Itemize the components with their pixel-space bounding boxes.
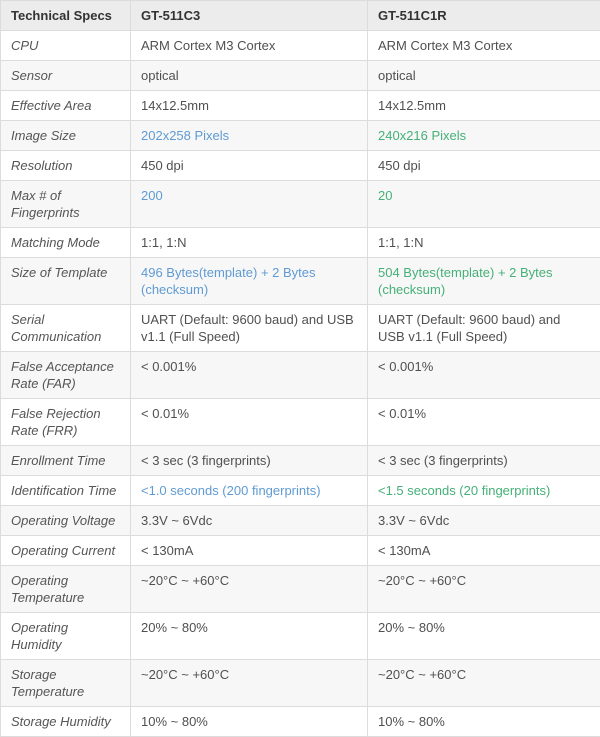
spec-value-gt511c1r: <1.5 seconds (20 fingerprints)	[368, 476, 600, 506]
table-row: Operating Current < 130mA < 130mA	[1, 536, 600, 566]
table-row: Max # of Fingerprints 200 20	[1, 181, 600, 228]
table-row: Operating Humidity 20% ~ 80% 20% ~ 80%	[1, 613, 600, 660]
table-row: Matching Mode 1:1, 1:N 1:1, 1:N	[1, 228, 600, 258]
table-row: Sensor optical optical	[1, 61, 600, 91]
spec-value-gt511c3: < 3 sec (3 fingerprints)	[131, 446, 368, 476]
spec-value-gt511c3: <1.0 seconds (200 fingerprints)	[131, 476, 368, 506]
spec-label: Sensor	[1, 61, 131, 91]
spec-value-gt511c3: optical	[131, 61, 368, 91]
spec-value-gt511c3: < 130mA	[131, 536, 368, 566]
table-row: False Rejection Rate (FRR) < 0.01% < 0.0…	[1, 399, 600, 446]
spec-value-gt511c1r: 20	[368, 181, 600, 228]
spec-label: Operating Humidity	[1, 613, 131, 660]
spec-value-gt511c3: 10% ~ 80%	[131, 707, 368, 737]
table-row: False Acceptance Rate (FAR) < 0.001% < 0…	[1, 352, 600, 399]
table-row: Size of Template 496 Bytes(template) + 2…	[1, 258, 600, 305]
spec-label: False Acceptance Rate (FAR)	[1, 352, 131, 399]
spec-value-gt511c3: ~20°C ~ +60°C	[131, 660, 368, 707]
table-row: Identification Time <1.0 seconds (200 fi…	[1, 476, 600, 506]
spec-value-gt511c3: 200	[131, 181, 368, 228]
spec-value-gt511c3: 20% ~ 80%	[131, 613, 368, 660]
spec-value-gt511c3: 3.3V ~ 6Vdc	[131, 506, 368, 536]
table-row: Serial Communication UART (Default: 9600…	[1, 305, 600, 352]
spec-label: Identification Time	[1, 476, 131, 506]
table-row: Storage Temperature ~20°C ~ +60°C ~20°C …	[1, 660, 600, 707]
spec-value-gt511c3: 450 dpi	[131, 151, 368, 181]
header-row: Technical Specs GT-511C3 GT-511C1R	[1, 1, 600, 31]
spec-value-gt511c3: 1:1, 1:N	[131, 228, 368, 258]
spec-label: Size of Template	[1, 258, 131, 305]
table-row: Operating Temperature ~20°C ~ +60°C ~20°…	[1, 566, 600, 613]
spec-label: Operating Voltage	[1, 506, 131, 536]
spec-label: False Rejection Rate (FRR)	[1, 399, 131, 446]
spec-label: Enrollment Time	[1, 446, 131, 476]
table-row: Operating Voltage 3.3V ~ 6Vdc 3.3V ~ 6Vd…	[1, 506, 600, 536]
spec-value-gt511c3: < 0.01%	[131, 399, 368, 446]
spec-value-gt511c1r: < 0.001%	[368, 352, 600, 399]
spec-value-gt511c3: 202x258 Pixels	[131, 121, 368, 151]
spec-value-gt511c1r: UART (Default: 9600 baud) and USB v1.1 (…	[368, 305, 600, 352]
table-row: Resolution 450 dpi 450 dpi	[1, 151, 600, 181]
table-row: Enrollment Time < 3 sec (3 fingerprints)…	[1, 446, 600, 476]
spec-value-gt511c1r: optical	[368, 61, 600, 91]
table-row: CPU ARM Cortex M3 Cortex ARM Cortex M3 C…	[1, 31, 600, 61]
spec-label: Resolution	[1, 151, 131, 181]
spec-value-gt511c1r: 240x216 Pixels	[368, 121, 600, 151]
spec-value-gt511c1r: < 3 sec (3 fingerprints)	[368, 446, 600, 476]
spec-value-gt511c3: ~20°C ~ +60°C	[131, 566, 368, 613]
spec-label: Operating Temperature	[1, 566, 131, 613]
spec-value-gt511c1r: 14x12.5mm	[368, 91, 600, 121]
spec-label: Matching Mode	[1, 228, 131, 258]
spec-value-gt511c1r: < 0.01%	[368, 399, 600, 446]
spec-value-gt511c1r: 20% ~ 80%	[368, 613, 600, 660]
table-row: Storage Humidity 10% ~ 80% 10% ~ 80%	[1, 707, 600, 737]
spec-value-gt511c3: 496 Bytes(template) + 2 Bytes (checksum)	[131, 258, 368, 305]
spec-value-gt511c1r: ~20°C ~ +60°C	[368, 660, 600, 707]
spec-table-body: CPU ARM Cortex M3 Cortex ARM Cortex M3 C…	[1, 31, 600, 737]
spec-label: Effective Area	[1, 91, 131, 121]
spec-value-gt511c1r: 504 Bytes(template) + 2 Bytes (checksum)	[368, 258, 600, 305]
table-row: Image Size 202x258 Pixels 240x216 Pixels	[1, 121, 600, 151]
spec-value-gt511c1r: 1:1, 1:N	[368, 228, 600, 258]
spec-label: CPU	[1, 31, 131, 61]
spec-label: Storage Temperature	[1, 660, 131, 707]
spec-value-gt511c1r: 3.3V ~ 6Vdc	[368, 506, 600, 536]
spec-label: Serial Communication	[1, 305, 131, 352]
spec-value-gt511c1r: 10% ~ 80%	[368, 707, 600, 737]
spec-label: Operating Current	[1, 536, 131, 566]
table-row: Effective Area 14x12.5mm 14x12.5mm	[1, 91, 600, 121]
column-header-gt511c1r: GT-511C1R	[368, 1, 600, 31]
table-header: Technical Specs GT-511C3 GT-511C1R	[1, 1, 600, 31]
spec-value-gt511c1r: 450 dpi	[368, 151, 600, 181]
spec-label: Storage Humidity	[1, 707, 131, 737]
spec-value-gt511c3: 14x12.5mm	[131, 91, 368, 121]
spec-label: Image Size	[1, 121, 131, 151]
spec-value-gt511c3: ARM Cortex M3 Cortex	[131, 31, 368, 61]
column-header-gt511c3: GT-511C3	[131, 1, 368, 31]
spec-value-gt511c3: UART (Default: 9600 baud) and USB v1.1 (…	[131, 305, 368, 352]
spec-value-gt511c1r: ARM Cortex M3 Cortex	[368, 31, 600, 61]
column-header-technical-specs: Technical Specs	[1, 1, 131, 31]
spec-label: Max # of Fingerprints	[1, 181, 131, 228]
spec-value-gt511c3: < 0.001%	[131, 352, 368, 399]
spec-value-gt511c1r: ~20°C ~ +60°C	[368, 566, 600, 613]
spec-value-gt511c1r: < 130mA	[368, 536, 600, 566]
